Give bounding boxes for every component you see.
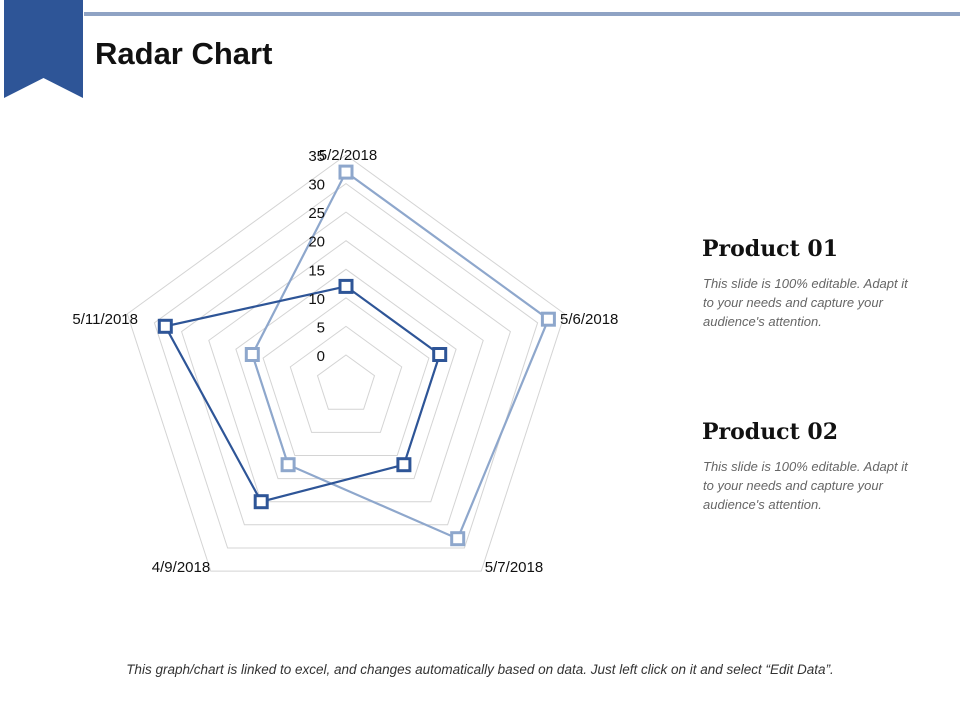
grid-ring-5 <box>181 211 511 526</box>
radar-series-layer <box>157 164 556 547</box>
series-line-1 <box>163 285 441 503</box>
grid-ring-4 <box>208 240 484 503</box>
series-0-point-4 <box>244 347 260 362</box>
radar-grid <box>126 154 566 572</box>
grid-ring-2 <box>262 297 430 456</box>
footer-note: This graph/chart is linked to excel, and… <box>126 662 834 677</box>
tick-label-7: 35 <box>308 148 325 165</box>
header-rule <box>84 12 960 16</box>
tick-label-4: 20 <box>308 234 325 251</box>
legend-title-product-02: Product 02 <box>702 419 839 445</box>
legend-title-product-01: Product 01 <box>702 236 839 262</box>
category-label-2: 5/7/2018 <box>485 559 543 576</box>
series-1-point-0 <box>338 278 354 294</box>
category-label-1: 5/6/2018 <box>560 311 618 328</box>
tick-label-0: 0 <box>317 348 325 365</box>
tick-label-2: 10 <box>308 291 325 308</box>
series-1-point-1 <box>432 347 448 362</box>
tick-label-6: 30 <box>308 177 325 194</box>
legend-desc-product-02: This slide is 100% editable. Adapt it to… <box>703 459 908 512</box>
series-1-point-3 <box>253 494 269 510</box>
series-1 <box>157 278 448 510</box>
grid-ring-0 <box>316 354 376 410</box>
series-1-point-4 <box>157 318 173 334</box>
tick-label-3: 15 <box>308 262 325 279</box>
series-0-point-0 <box>338 164 354 180</box>
grid-ring-7 <box>126 154 566 572</box>
radar-labels: 0 5 10 15 20 25 30 355/2/2018 5/6/2018 5/7/2018 4/… <box>72 147 618 576</box>
series-0-point-3 <box>280 457 296 473</box>
tick-label-1: 5 <box>317 319 325 336</box>
category-label-0: 5/2/2018 <box>319 147 377 164</box>
grid-ring-3 <box>235 268 457 480</box>
grid-ring-6 <box>153 182 539 549</box>
grid-ring-1 <box>289 325 403 433</box>
series-0 <box>244 164 556 547</box>
series-1-point-2 <box>396 457 412 473</box>
series-line-0 <box>251 170 550 541</box>
series-0-point-1 <box>540 311 556 327</box>
legend-desc-product-01: This slide is 100% editable. Adapt it to… <box>703 276 908 329</box>
page-title: Radar Chart <box>95 36 273 71</box>
bookmark-ribbon-icon <box>4 0 83 98</box>
category-label-3: 4/9/2018 <box>152 559 210 576</box>
tick-label-5: 25 <box>308 205 325 222</box>
category-label-4: 5/11/2018 <box>72 311 138 328</box>
series-0-point-2 <box>450 531 466 547</box>
